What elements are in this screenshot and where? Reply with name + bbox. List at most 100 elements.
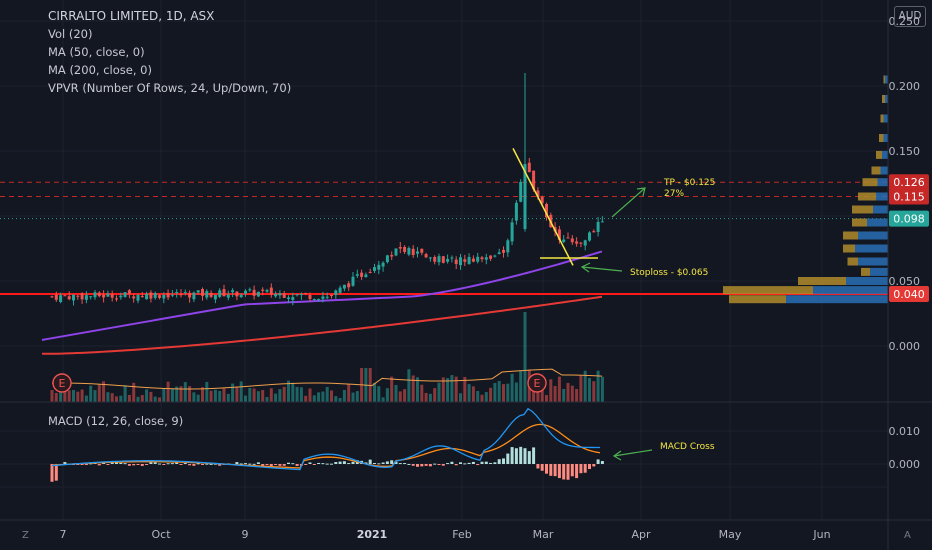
candle-body [428, 257, 432, 259]
candle-body [437, 256, 441, 263]
candle-body [239, 294, 243, 298]
candle-body [287, 297, 290, 299]
volume-bar [269, 388, 273, 402]
macd-histogram-bar [192, 464, 196, 466]
volume-bar [510, 373, 514, 402]
macd-histogram-bar [532, 447, 536, 464]
auto-scale-button[interactable]: A [904, 530, 911, 541]
symbol-title[interactable]: CIRRALTO LIMITED, 1D, ASX [48, 9, 215, 23]
volume-bar [489, 387, 493, 402]
volume-bar [256, 391, 260, 402]
macd-histogram-bar [441, 464, 445, 466]
volume-bar [347, 384, 351, 402]
candle-body [476, 256, 480, 262]
stoploss-label: Stoploss - $0.065 [630, 268, 708, 278]
macd-histogram-bar [317, 462, 321, 464]
volume-bar [317, 392, 321, 402]
volume-bar [93, 390, 97, 402]
candle-body [394, 248, 398, 256]
vpvr-down-bar [883, 75, 885, 84]
volume-bar [557, 376, 561, 402]
candle-body [123, 292, 127, 297]
volume-bar [196, 394, 200, 402]
macd-histogram-bar [562, 464, 566, 480]
legend-ma50[interactable]: MA (50, close, 0) [48, 45, 145, 59]
x-tick-label: 2021 [357, 528, 388, 541]
macd-histogram-bar [80, 464, 84, 465]
earnings-marker-label: E [534, 377, 541, 390]
volume-bar [592, 381, 596, 402]
candle-body [50, 296, 54, 298]
macd-histogram-bar [592, 464, 596, 467]
volume-bar [338, 397, 342, 402]
macd-cross-label: MACD Cross [660, 442, 715, 452]
timezone-button[interactable]: Z [22, 530, 29, 541]
candle-body [67, 296, 71, 300]
candle-body [153, 292, 157, 298]
volume-bar [231, 383, 235, 402]
vpvr-down-bar [852, 205, 873, 214]
currency-button[interactable]: AUD [894, 6, 926, 27]
candle-body [89, 296, 93, 298]
candle-body [269, 287, 273, 295]
candle-body [149, 292, 153, 299]
legend-vol[interactable]: Vol (20) [48, 27, 93, 41]
vpvr-up-bar [876, 192, 888, 201]
macd-histogram-bar [390, 460, 394, 464]
macd-histogram-bar [446, 463, 450, 465]
tp-percent-label: 27% [664, 189, 684, 199]
volume-bar [545, 395, 548, 402]
candle-body [304, 292, 308, 294]
volume-bar [398, 391, 402, 402]
macd-histogram-bar [162, 464, 166, 465]
volume-bar [192, 392, 196, 402]
macd-histogram-bar [170, 463, 174, 465]
candle-body [493, 255, 497, 257]
volume-bar [110, 393, 114, 402]
ma200-line [42, 295, 603, 355]
macd-legend[interactable]: MACD (12, 26, close, 9) [48, 414, 184, 428]
macd-histogram-bar [54, 464, 58, 481]
macd-histogram-bar [274, 464, 278, 465]
volume-bar [377, 386, 381, 402]
candle-body [519, 181, 523, 202]
volume-bar [158, 397, 161, 402]
macd-histogram-bar [102, 462, 106, 464]
macd-histogram-bar [140, 464, 144, 466]
volume-bar [484, 392, 488, 402]
volume-bar [123, 385, 127, 402]
volume-bar [265, 397, 269, 402]
macd-histogram-bar [527, 451, 531, 464]
vpvr-up-bar [846, 277, 888, 285]
macd-arrow-head [612, 450, 622, 461]
macd-histogram-bar [407, 463, 411, 465]
macd-histogram-bar [209, 463, 213, 465]
candle-body [545, 204, 548, 218]
volume-bar [183, 382, 187, 402]
macd-histogram-bar [145, 464, 149, 465]
macd-arrow [613, 449, 653, 457]
candle-body [355, 274, 359, 276]
macd-histogram-bar [84, 464, 88, 466]
macd-histogram-bar [433, 463, 437, 465]
volume-bar [407, 369, 411, 402]
volume-bar [136, 396, 140, 402]
volume-bar [222, 388, 226, 402]
volume-bar [588, 378, 591, 402]
vpvr-up-bar [885, 95, 888, 103]
candle-body [424, 254, 428, 258]
vpvr-up-bar [882, 150, 888, 159]
legend-vpvr[interactable]: VPVR (Number Of Rows, 24, Up/Down, 70) [48, 81, 292, 95]
legend-ma200[interactable]: MA (200, close, 0) [48, 63, 152, 77]
y-tick-label: 0.150 [889, 145, 921, 158]
macd-histogram-bar [368, 459, 372, 464]
candle-body [334, 290, 338, 296]
volume-bar [373, 382, 376, 402]
candle-body [93, 292, 97, 298]
macd-histogram-bar [218, 464, 222, 466]
volume-bar [261, 390, 265, 402]
x-tick-label: 9 [242, 528, 249, 541]
vpvr-up-bar [883, 134, 888, 142]
candle-body [575, 241, 579, 244]
